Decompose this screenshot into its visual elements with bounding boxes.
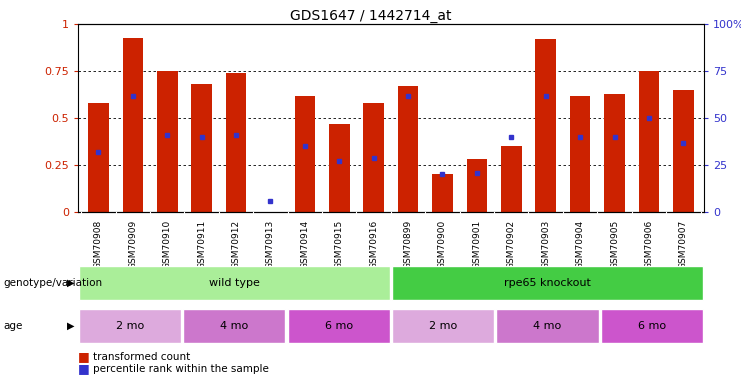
Bar [157,71,178,212]
Bar [329,124,350,212]
Text: age: age [4,321,23,331]
Text: GSM70899: GSM70899 [404,219,413,269]
Text: percentile rank within the sample: percentile rank within the sample [93,364,268,374]
Text: ■: ■ [78,363,90,375]
Text: GSM70908: GSM70908 [94,219,103,269]
Bar [392,266,703,300]
Bar [496,309,599,343]
Text: 2 mo: 2 mo [116,321,144,331]
Text: 2 mo: 2 mo [429,321,457,331]
Text: GSM70903: GSM70903 [541,219,551,269]
Text: GSM70911: GSM70911 [197,219,206,269]
Text: GSM70906: GSM70906 [645,219,654,269]
Bar [673,90,694,212]
Bar [288,309,390,343]
Bar [183,309,285,343]
Text: GSM70916: GSM70916 [369,219,378,269]
Bar [467,159,487,212]
Bar [601,309,703,343]
Text: GSM70900: GSM70900 [438,219,447,269]
Bar [226,73,246,212]
Bar [570,96,591,212]
Text: ▶: ▶ [67,278,74,288]
Text: ▶: ▶ [67,321,74,331]
Text: GSM70915: GSM70915 [335,219,344,269]
Bar [432,174,453,212]
Text: 6 mo: 6 mo [638,321,666,331]
Bar [79,309,181,343]
Text: GSM70910: GSM70910 [163,219,172,269]
Bar [501,146,522,212]
Text: GSM70914: GSM70914 [300,219,310,268]
Text: GSM70901: GSM70901 [472,219,482,269]
Text: GDS1647 / 1442714_at: GDS1647 / 1442714_at [290,9,451,23]
Text: wild type: wild type [209,278,260,288]
Text: GSM70907: GSM70907 [679,219,688,269]
Text: GSM70909: GSM70909 [128,219,137,269]
Bar [88,103,109,212]
Bar [398,86,419,212]
Text: GSM70912: GSM70912 [231,219,241,268]
Text: GSM70905: GSM70905 [610,219,619,269]
Text: 4 mo: 4 mo [220,321,248,331]
Text: 4 mo: 4 mo [534,321,562,331]
Text: transformed count: transformed count [93,352,190,362]
Text: GSM70904: GSM70904 [576,219,585,268]
Bar [392,309,494,343]
Bar [191,84,212,212]
Bar [639,71,659,212]
Text: GSM70902: GSM70902 [507,219,516,268]
Bar [604,94,625,212]
Bar [535,39,556,212]
Bar [79,266,390,300]
Text: rpe65 knockout: rpe65 knockout [504,278,591,288]
Bar [122,38,143,212]
Text: genotype/variation: genotype/variation [4,278,103,288]
Text: ■: ■ [78,351,90,363]
Bar [363,103,384,212]
Text: 6 mo: 6 mo [325,321,353,331]
Text: GSM70913: GSM70913 [266,219,275,269]
Bar [294,96,315,212]
